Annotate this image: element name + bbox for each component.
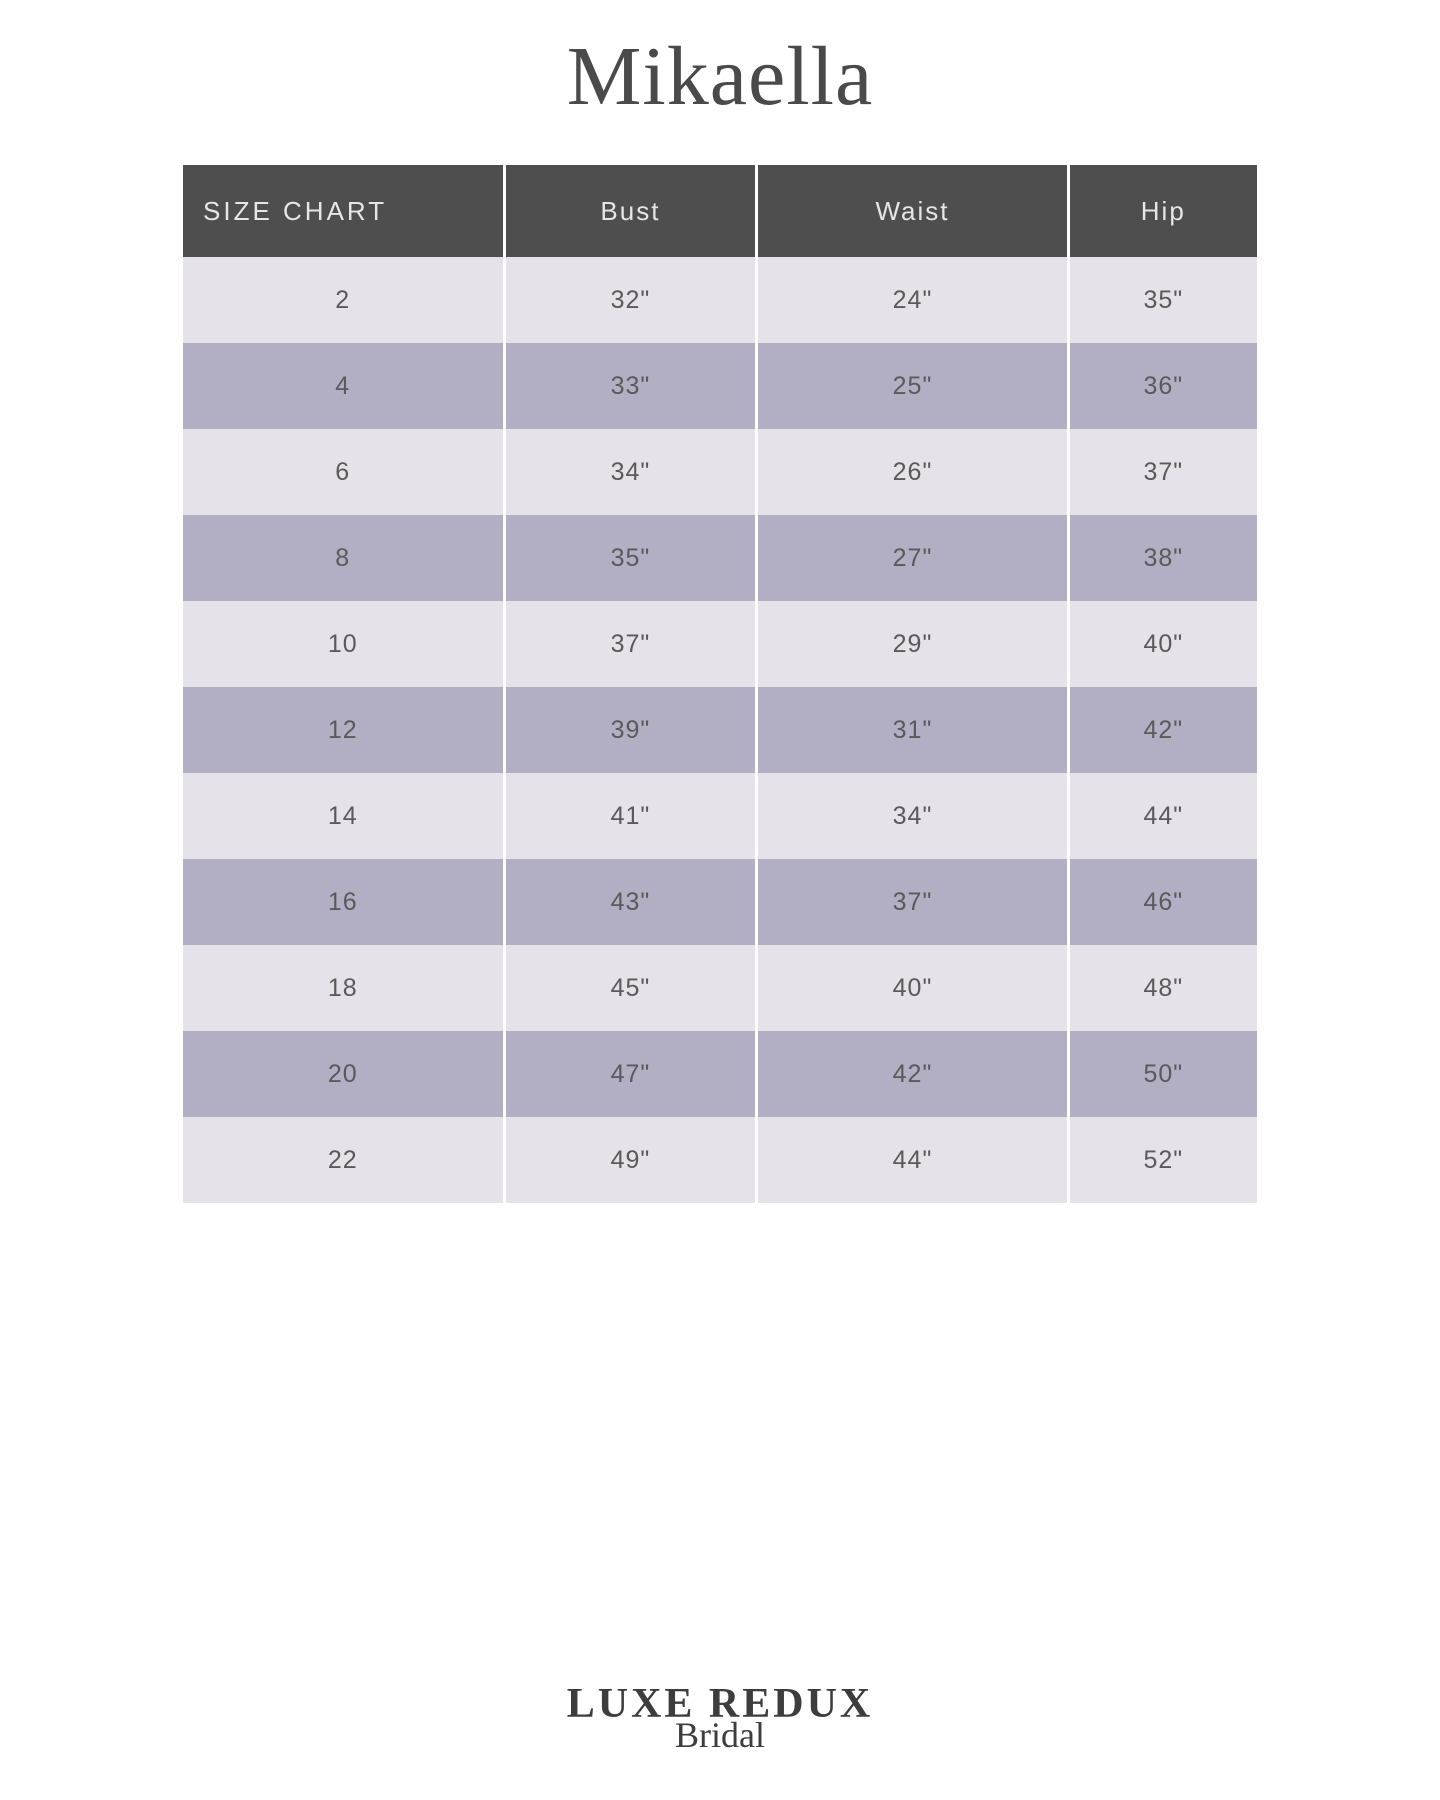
cell-bust: 43": [506, 859, 756, 945]
table-row: 2047"42"50": [183, 1031, 1257, 1117]
cell-waist: 24": [758, 257, 1066, 343]
table-row: 1845"40"48": [183, 945, 1257, 1031]
table-row: 1239"31"42": [183, 687, 1257, 773]
footer-logo: LUXE REDUX Bridal: [0, 1680, 1440, 1756]
col-header-hip: Hip: [1070, 165, 1257, 257]
cell-waist: 42": [758, 1031, 1066, 1117]
cell-bust: 47": [506, 1031, 756, 1117]
cell-size: 22: [183, 1117, 503, 1203]
col-header-waist: Waist: [758, 165, 1066, 257]
table-row: 232"24"35": [183, 257, 1257, 343]
table-row: 1441"34"44": [183, 773, 1257, 859]
cell-waist: 34": [758, 773, 1066, 859]
cell-hip: 46": [1070, 859, 1257, 945]
cell-hip: 48": [1070, 945, 1257, 1031]
cell-size: 4: [183, 343, 503, 429]
table-row: 2249"44"52": [183, 1117, 1257, 1203]
cell-bust: 49": [506, 1117, 756, 1203]
cell-waist: 27": [758, 515, 1066, 601]
cell-size: 2: [183, 257, 503, 343]
table-row: 1643"37"46": [183, 859, 1257, 945]
cell-hip: 36": [1070, 343, 1257, 429]
cell-hip: 38": [1070, 515, 1257, 601]
cell-bust: 35": [506, 515, 756, 601]
cell-waist: 37": [758, 859, 1066, 945]
cell-bust: 39": [506, 687, 756, 773]
cell-size: 12: [183, 687, 503, 773]
cell-waist: 40": [758, 945, 1066, 1031]
table-header-row: SIZE CHART Bust Waist Hip: [183, 165, 1257, 257]
cell-waist: 31": [758, 687, 1066, 773]
cell-hip: 37": [1070, 429, 1257, 515]
brand-title: Mikaella: [567, 28, 874, 125]
cell-size: 16: [183, 859, 503, 945]
cell-size: 20: [183, 1031, 503, 1117]
cell-hip: 52": [1070, 1117, 1257, 1203]
cell-size: 10: [183, 601, 503, 687]
cell-hip: 40": [1070, 601, 1257, 687]
footer-logo-sub: Bridal: [0, 1714, 1440, 1756]
cell-size: 18: [183, 945, 503, 1031]
cell-size: 14: [183, 773, 503, 859]
cell-waist: 25": [758, 343, 1066, 429]
cell-bust: 33": [506, 343, 756, 429]
cell-hip: 42": [1070, 687, 1257, 773]
cell-bust: 45": [506, 945, 756, 1031]
table-row: 1037"29"40": [183, 601, 1257, 687]
cell-bust: 37": [506, 601, 756, 687]
cell-hip: 35": [1070, 257, 1257, 343]
table-row: 835"27"38": [183, 515, 1257, 601]
cell-bust: 34": [506, 429, 756, 515]
table-row: 433"25"36": [183, 343, 1257, 429]
cell-hip: 44": [1070, 773, 1257, 859]
cell-waist: 29": [758, 601, 1066, 687]
cell-waist: 26": [758, 429, 1066, 515]
table-row: 634"26"37": [183, 429, 1257, 515]
cell-bust: 32": [506, 257, 756, 343]
cell-hip: 50": [1070, 1031, 1257, 1117]
col-header-bust: Bust: [506, 165, 756, 257]
cell-bust: 41": [506, 773, 756, 859]
cell-waist: 44": [758, 1117, 1066, 1203]
col-header-size: SIZE CHART: [183, 165, 503, 257]
size-chart-table: SIZE CHART Bust Waist Hip 232"24"35"433"…: [180, 165, 1260, 1203]
cell-size: 8: [183, 515, 503, 601]
cell-size: 6: [183, 429, 503, 515]
